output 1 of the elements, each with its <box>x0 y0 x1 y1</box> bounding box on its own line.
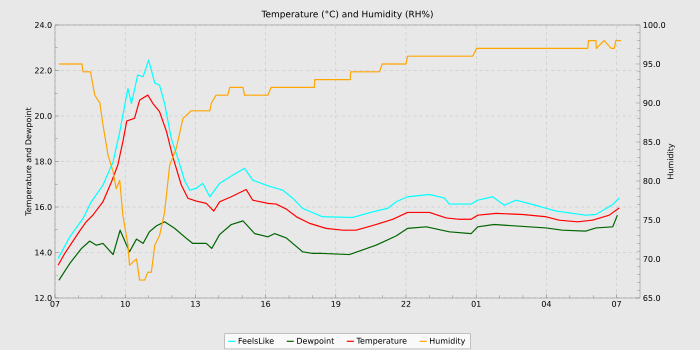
chart-title: Temperature (°C) and Humidity (RH%) <box>261 10 433 20</box>
